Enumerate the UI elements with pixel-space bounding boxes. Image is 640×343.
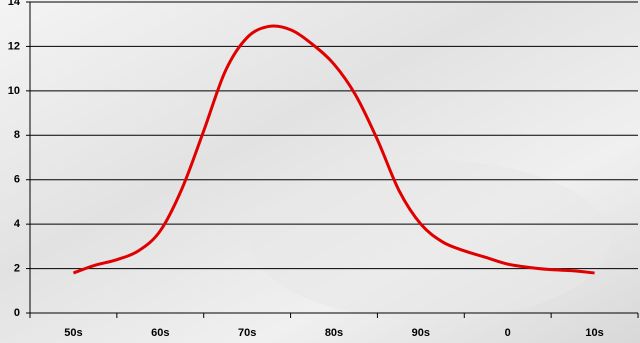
y-tick-label: 12 [8,40,20,52]
y-tick-label: 2 [14,262,20,274]
x-tick-label: 50s [64,327,82,339]
y-tick-label: 8 [14,129,20,141]
x-tick-label: 80s [325,327,343,339]
x-tick-label: 10s [585,327,603,339]
chart: 0 2 4 6 8 10 12 14 50s 60s 70s 80s 90s 0 10s [0,0,640,343]
y-tick-label: 6 [14,174,20,186]
y-tick-label: 14 [8,0,21,8]
x-tick-label: 0 [505,327,511,339]
background-watermark [250,160,610,320]
y-tick-label: 0 [14,307,20,319]
x-tick-label: 90s [412,327,430,339]
x-tick-label: 60s [151,327,169,339]
page: {"chart_data": {"type": "line", "x": [0,… [0,0,640,343]
y-tick-label: 10 [8,85,20,97]
y-tick-label: 4 [14,218,21,230]
x-tick-label: 70s [238,327,256,339]
